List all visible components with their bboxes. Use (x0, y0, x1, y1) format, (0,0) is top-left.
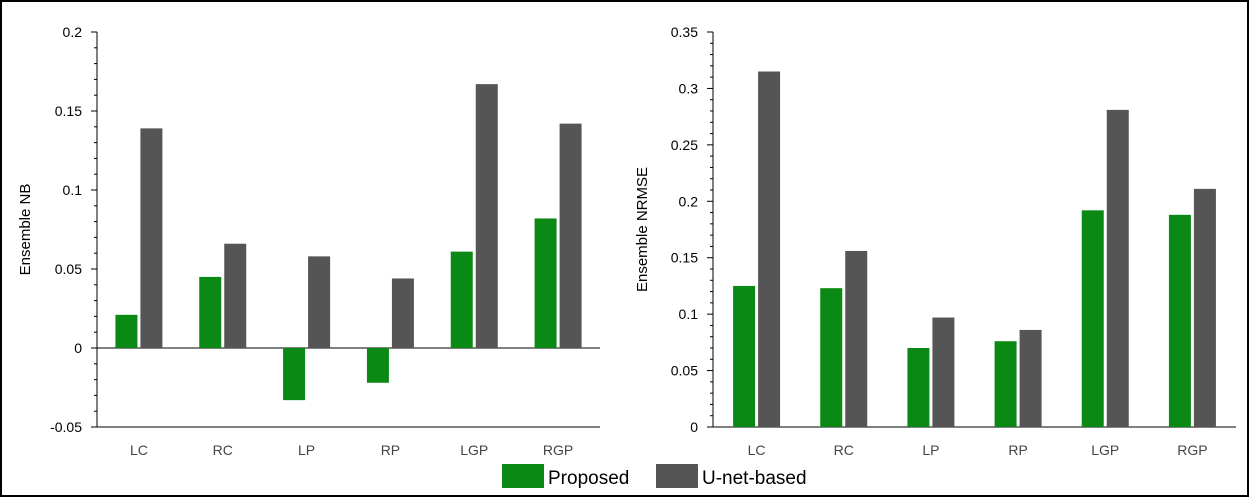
bar-proposed-lp (907, 348, 930, 427)
bar-proposed-rp (366, 348, 389, 383)
nrmse-ytick-label: 0 (690, 419, 698, 435)
nrmse-ytick-label: 0.25 (671, 137, 698, 153)
nb-ytick-label: 0.1 (63, 182, 83, 198)
nrmse-category-label: LGP (1091, 442, 1119, 458)
bar-unet-lc (758, 71, 781, 427)
bar-unet-rc (224, 243, 247, 348)
bar-proposed-lgp (1081, 210, 1104, 427)
nb-ytick-label: -0.05 (50, 419, 82, 435)
bar-proposed-lc (733, 285, 756, 427)
bar-proposed-lc (115, 314, 138, 348)
nb-ytick-label: 0.15 (55, 103, 82, 119)
bar-unet-rp (1019, 329, 1042, 427)
legend-label-proposed: Proposed (548, 468, 629, 489)
legend-label-unet: U-net-based (702, 468, 807, 489)
bar-unet-lgp (1106, 109, 1129, 427)
legend: Proposed U-net-based (502, 464, 807, 489)
nrmse-category-label: LP (922, 442, 939, 458)
bar-proposed-lp (283, 348, 306, 401)
nb-ytick-label: 0 (74, 340, 82, 356)
nrmse-ytick-label: 0.2 (679, 193, 699, 209)
nb-category-label: LC (130, 442, 148, 458)
bar-unet-rp (391, 278, 414, 348)
nb-category-label: RGP (543, 442, 573, 458)
nb-category-label: RP (381, 442, 400, 458)
bar-unet-rgp (1193, 188, 1216, 427)
nrmse-category-label: LC (748, 442, 766, 458)
nrmse-category-label: RP (1008, 442, 1027, 458)
nrmse-ytick-label: 0.05 (671, 363, 698, 379)
nrmse-category-label: RGP (1177, 442, 1207, 458)
nb-ytick-label: 0.05 (55, 261, 82, 277)
bar-unet-lp (932, 317, 955, 427)
nb-category-label: LP (298, 442, 315, 458)
bar-proposed-rc (199, 276, 222, 348)
nb-category-label: LGP (460, 442, 488, 458)
legend-swatch-proposed (502, 464, 544, 488)
nrmse-ytick-label: 0.3 (679, 80, 699, 96)
bar-unet-lc (140, 128, 163, 348)
bar-proposed-rgp (534, 218, 557, 348)
nrmse-bar-chart: 0 0.05 0.1 0.15 0.2 0.25 0.3 0.35 Ensemble NRMSE… (634, 24, 1236, 458)
bar-unet-rgp (559, 123, 582, 348)
legend-swatch-unet (656, 464, 698, 488)
nrmse-ytick-label: 0.1 (679, 306, 699, 322)
bar-proposed-rc (820, 288, 843, 427)
nb-y-axis-title: Ensemble NB (17, 184, 34, 276)
bar-unet-lp (308, 256, 331, 348)
bar-proposed-lgp (450, 251, 473, 348)
nrmse-category-label: RC (834, 442, 854, 458)
bar-proposed-rgp (1168, 214, 1191, 427)
nb-bar-chart: -0.05 0 0.05 0.1 0.15 0.2 Ensemble NB LC RC LP RP L… (17, 24, 600, 458)
nrmse-y-axis-title: Ensemble NRMSE (634, 167, 651, 292)
bar-unet-rc (845, 250, 868, 427)
nrmse-ytick-label: 0.35 (671, 24, 698, 40)
bar-unet-lgp (475, 84, 498, 348)
nrmse-ytick-label: 0.15 (671, 250, 698, 266)
nb-ytick-label: 0.2 (63, 24, 83, 40)
nb-category-label: RC (213, 442, 233, 458)
bar-proposed-rp (994, 341, 1017, 427)
